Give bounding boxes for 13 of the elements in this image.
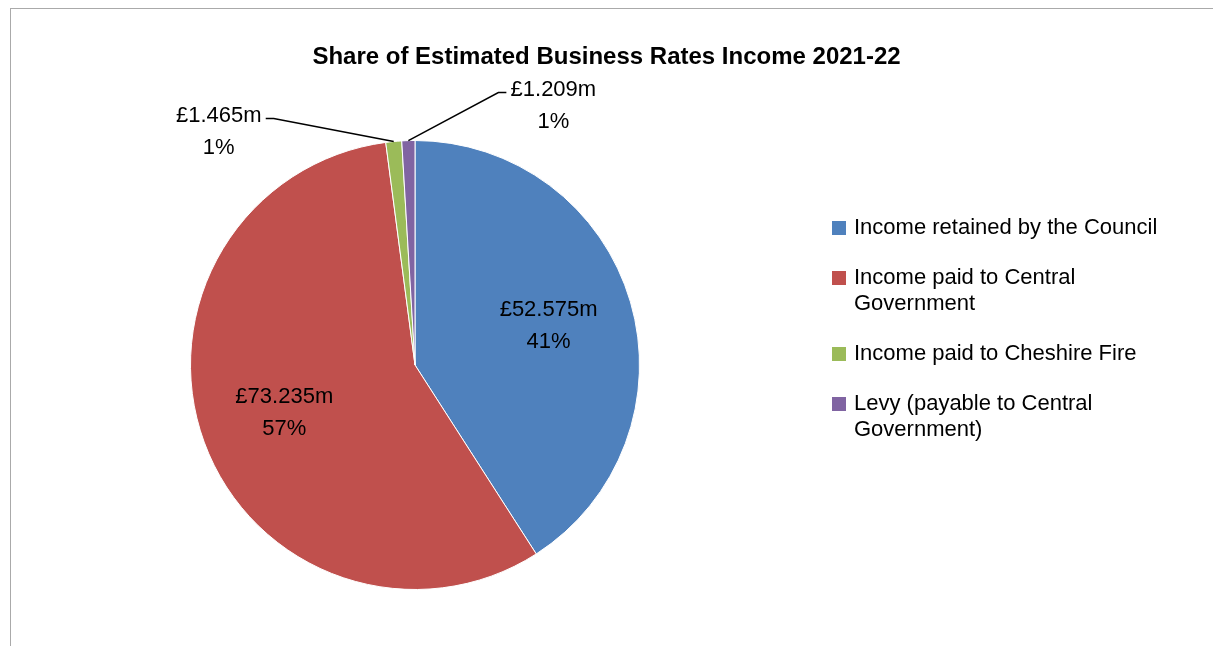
data-label: £1.209m [510, 75, 597, 101]
data-label: £73.235m [235, 382, 334, 408]
text: 1% [537, 107, 570, 133]
data-label: £1.465m [175, 101, 262, 127]
text: 57% [262, 414, 307, 440]
legend-label: Income paid to Central Government [854, 264, 1077, 316]
text: 41% [526, 327, 571, 353]
text: 1% [202, 133, 235, 159]
legend-label: Levy (payable to Central Government) [854, 390, 1094, 442]
legend-label: Income retained by the Council [854, 214, 1158, 240]
legend-label: Income paid to Cheshire Fire [854, 340, 1137, 366]
data-label: £52.575m [499, 295, 598, 321]
chart-title: Share of Estimated Business Rates Income 2021-22 [311, 42, 902, 70]
